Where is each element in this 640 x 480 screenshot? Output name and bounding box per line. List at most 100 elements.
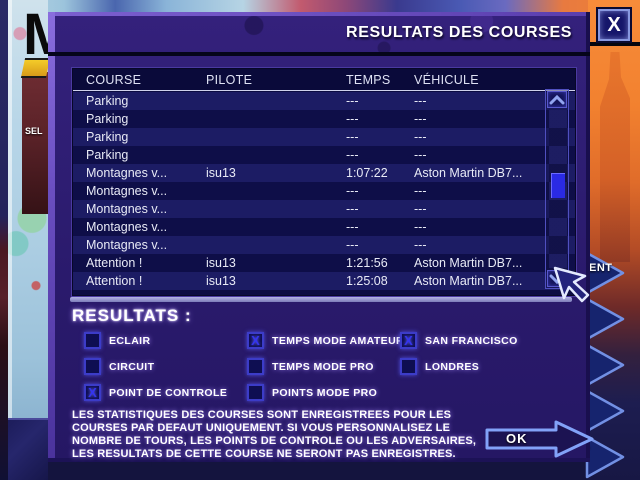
table-row[interactable]: Montagnes v... --- ---: [73, 182, 575, 200]
checkbox-column-modes: X TEMPS MODE AMATEUR TEMPS MODE PRO POINTS …: [247, 332, 404, 410]
checkbox-label-temps-mode-pro: TEMPS MODE PRO: [272, 360, 374, 373]
checkbox-label-temps-mode-amateur: TEMPS MODE AMATEUR: [272, 334, 405, 347]
background-left-bottom: [8, 418, 48, 480]
table-cell: ---: [414, 130, 427, 144]
checkbox-label-points-mode-pro: POINTS MODE PRO: [272, 386, 378, 399]
game-logo-yellow-fragment: [20, 58, 51, 78]
game-logo-fragment: M: [23, 10, 48, 60]
table-cell: ---: [346, 148, 359, 162]
table-cell: isu13: [206, 274, 236, 288]
checkbox-label-san-francisco: SAN FRANCISCO: [425, 334, 518, 347]
checkbox-column-cities: X SAN FRANCISCO LONDRES: [400, 332, 518, 384]
background-menu-label-fragment: ENT: [589, 262, 613, 274]
table-cell: 1:07:22: [346, 166, 388, 180]
scroll-down-button[interactable]: [547, 270, 567, 287]
checkbox-circuit[interactable]: [84, 358, 101, 375]
table-cell: ---: [346, 94, 359, 108]
table-cell: ---: [414, 220, 427, 234]
table-row[interactable]: Parking --- ---: [73, 146, 575, 164]
header-underline: [73, 90, 575, 91]
dialog-title: RESULTATS DES COURSES: [346, 24, 572, 41]
table-header: COURSE PILOTE TEMPS VÉHICULE: [73, 69, 575, 90]
background-menu-arrow[interactable]: [584, 296, 626, 342]
scroll-up-button[interactable]: [547, 91, 567, 108]
table-cell: ---: [414, 148, 427, 162]
background-divider-line: [588, 42, 640, 46]
table-cell: Aston Martin DB7...: [414, 256, 523, 270]
table-cell: Montagnes v...: [86, 220, 168, 234]
background-left-border: [0, 0, 8, 480]
table-cell: ---: [414, 184, 427, 198]
table-cell: ---: [346, 220, 359, 234]
table-cell: Montagnes v...: [86, 202, 168, 216]
ok-button[interactable]: OK: [484, 419, 596, 459]
background-menu-arrow[interactable]: [584, 342, 626, 388]
checkbox-label-point-de-controle: POINT DE CONTROLE: [109, 386, 228, 399]
checkbox-label-eclair: ECLAIR: [109, 334, 151, 347]
table-cell: ---: [414, 94, 427, 108]
arrow-right-icon: [485, 420, 594, 458]
table-cell: Parking: [86, 94, 129, 108]
table-cell: 1:25:08: [346, 274, 388, 288]
table-cell: Parking: [86, 148, 129, 162]
column-header-vehicule: VÉHICULE: [414, 73, 479, 87]
table-row[interactable]: Parking --- ---: [73, 110, 575, 128]
dialog-bevel: [48, 12, 55, 462]
table-row[interactable]: Montagnes v... isu13 1:07:22 Aston Martin D…: [73, 164, 575, 182]
checkbox-point-de-controle[interactable]: X: [84, 384, 101, 401]
warning-line: LES STATISTIQUES DES COURSES SONT ENREGI…: [72, 409, 452, 421]
background-maroon-panel: [22, 72, 48, 214]
checkbox-temps-mode-amateur[interactable]: X: [247, 332, 264, 349]
dialog-bevel: [48, 12, 590, 16]
table-row[interactable]: Parking --- ---: [73, 128, 575, 146]
results-heading: RESULTATS :: [72, 306, 192, 325]
table-body: Parking --- --- Parking --- --- Parking --- --- P…: [73, 92, 575, 290]
table-cell: Aston Martin DB7...: [414, 274, 523, 288]
checkbox-temps-mode-pro[interactable]: [247, 358, 264, 375]
checkbox-londres[interactable]: [400, 358, 417, 375]
table-row[interactable]: Attention ! isu13 1:25:08 Aston Martin DB7.…: [73, 272, 575, 290]
table-cell: Montagnes v...: [86, 238, 168, 252]
background-menu-text-fragment: SEL: [25, 126, 43, 136]
checkbox-san-francisco[interactable]: X: [400, 332, 417, 349]
warning-text: LES STATISTIQUES DES COURSES SONT ENREGI…: [72, 409, 502, 461]
column-header-temps: TEMPS: [346, 73, 391, 87]
dialog-bevel: [48, 458, 590, 462]
checkbox-points-mode-pro[interactable]: [247, 384, 264, 401]
table-cell: ---: [346, 238, 359, 252]
column-header-course: COURSE: [86, 73, 142, 87]
table-cell: Aston Martin DB7...: [414, 166, 523, 180]
table-cell: ---: [414, 238, 427, 252]
table-scrollbar[interactable]: [545, 89, 569, 289]
chevron-down-icon: [549, 274, 565, 285]
table-cell: 1:21:56: [346, 256, 388, 270]
checkbox-column-race-types: ECLAIR CIRCUIT X POINT DE CONTROLE: [84, 332, 227, 410]
table-cell: ---: [346, 130, 359, 144]
table-row[interactable]: Montagnes v... --- ---: [73, 236, 575, 254]
table-cell: Parking: [86, 112, 129, 126]
table-cell: Parking: [86, 130, 129, 144]
table-cell: isu13: [206, 256, 236, 270]
table-cell: ---: [414, 112, 427, 126]
table-cell: ---: [346, 202, 359, 216]
results-dialog: RESULTATS DES COURSES COURSE PILOTE TEMP…: [48, 12, 594, 462]
scrollbar-track[interactable]: [549, 110, 567, 268]
warning-line: NOMBRE DE TOURS, LES POINTS DE CONTROLE …: [72, 435, 477, 447]
close-button[interactable]: X: [596, 7, 632, 43]
table-row[interactable]: Montagnes v... --- ---: [73, 200, 575, 218]
table-cell: Montagnes v...: [86, 166, 168, 180]
table-row[interactable]: Parking --- ---: [73, 92, 575, 110]
table-cell: ---: [414, 202, 427, 216]
warning-line: COURSES PAR DEFAUT UNIQUEMENT. SI VOUS P…: [72, 422, 451, 434]
table-row[interactable]: Montagnes v... --- ---: [73, 218, 575, 236]
dialog-bevel: [586, 12, 590, 462]
table-cell: Attention !: [86, 274, 143, 288]
section-divider: [70, 297, 572, 302]
table-row[interactable]: Attention ! isu13 1:21:56 Aston Martin DB7.…: [73, 254, 575, 272]
table-cell: ---: [346, 184, 359, 198]
column-header-pilote: PILOTE: [206, 73, 253, 87]
checkbox-eclair[interactable]: [84, 332, 101, 349]
title-separator: [48, 52, 590, 56]
checkbox-label-circuit: CIRCUIT: [109, 360, 155, 373]
scrollbar-thumb[interactable]: [551, 173, 565, 198]
